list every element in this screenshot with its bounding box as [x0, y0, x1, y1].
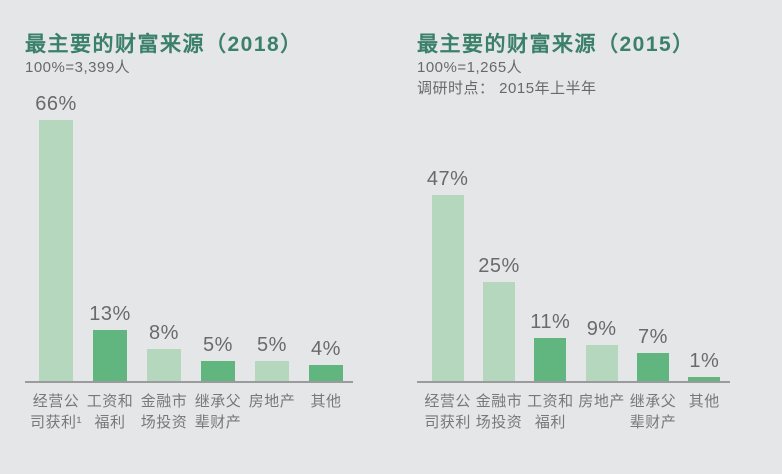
bar — [93, 330, 127, 381]
category-label: 工资和 福利 — [86, 393, 134, 431]
sample-size-label: 100%=1,265人 — [417, 59, 523, 76]
bars-row: 66% 13% 8% 5% 5% 4% — [29, 94, 353, 381]
bar — [255, 361, 289, 381]
bar-column: 1% — [679, 351, 730, 381]
category-label: 房地产 — [578, 393, 625, 410]
bar-column: 9% — [576, 319, 627, 381]
category-label: 工资和 福利 — [527, 393, 574, 431]
chart-2018: 最主要的财富来源（2018） 100%=3,399人 66% 13% 8% 5% 5% 4… — [25, 0, 353, 474]
category-label: 经营公 司获利 — [424, 393, 471, 431]
chart-2015: 最主要的财富来源（2015） 100%=1,265人 调研时点： 2015年上半… — [417, 0, 730, 474]
category-label: 继承父 辈财产 — [194, 393, 242, 431]
bar-value-label: 13% — [89, 303, 131, 325]
bar-column: 5% — [245, 335, 299, 381]
categories-row: 经营公 司获利 金融市 场投资 工资和 福利 房地产 继承父 辈财产 其他 — [422, 391, 730, 433]
bar — [201, 361, 235, 381]
bar — [636, 353, 669, 381]
bar-value-label: 5% — [203, 334, 233, 356]
bar-value-label: 47% — [426, 168, 469, 190]
bar-column: 47% — [422, 169, 473, 381]
category-label: 经营公 司获利¹ — [30, 393, 82, 431]
bar-value-label: 5% — [257, 334, 287, 356]
bar-value-label: 1% — [689, 350, 720, 372]
bar-column: 7% — [627, 327, 678, 381]
bar-column: 66% — [29, 94, 83, 381]
bar — [482, 282, 515, 381]
category-label: 其他 — [688, 393, 720, 410]
bar-column: 13% — [83, 304, 137, 381]
chart-title: 最主要的财富来源（2018） — [25, 33, 303, 57]
x-axis-line — [25, 381, 353, 383]
bar-column: 8% — [137, 323, 191, 381]
bar — [309, 365, 343, 381]
bar-column: 25% — [473, 256, 524, 381]
bars-row: 47% 25% 11% 9% 7% 1% — [422, 169, 730, 381]
bar-value-label: 7% — [638, 326, 668, 348]
bar — [534, 338, 567, 381]
chart-subtitle-block: 100%=1,265人 调研时点： 2015年上半年 — [417, 57, 597, 99]
bar-column: 4% — [299, 339, 353, 381]
chart-title: 最主要的财富来源（2015） — [417, 33, 695, 57]
category-label: 房地产 — [248, 393, 296, 410]
bar — [431, 195, 464, 381]
bar-value-label: 25% — [478, 255, 520, 277]
categories-row: 经营公 司获利¹ 工资和 福利 金融市 场投资 继承父 辈财产 房地产 其他 — [29, 391, 353, 433]
category-label: 金融市 场投资 — [475, 393, 523, 431]
category-label: 其他 — [310, 393, 342, 410]
category-label: 继承父 辈财产 — [629, 393, 677, 431]
sample-size-label: 100%=3,399人 — [25, 59, 131, 76]
bar-value-label: 4% — [311, 338, 341, 360]
chart-subtitle-block: 100%=3,399人 — [25, 57, 130, 78]
bar-value-label: 9% — [586, 318, 617, 340]
bar — [585, 345, 618, 381]
bar — [39, 120, 73, 381]
x-axis-line — [417, 381, 730, 383]
category-label: 金融市 场投资 — [140, 393, 188, 431]
bar-column: 11% — [525, 312, 576, 381]
survey-time-note: 调研时点： 2015年上半年 — [417, 80, 597, 97]
bar-value-label: 66% — [35, 93, 77, 115]
bar-value-label: 11% — [530, 311, 571, 333]
bar-column: 5% — [191, 335, 245, 381]
bar — [147, 349, 181, 381]
bar-value-label: 8% — [149, 322, 179, 344]
bar — [688, 377, 721, 381]
